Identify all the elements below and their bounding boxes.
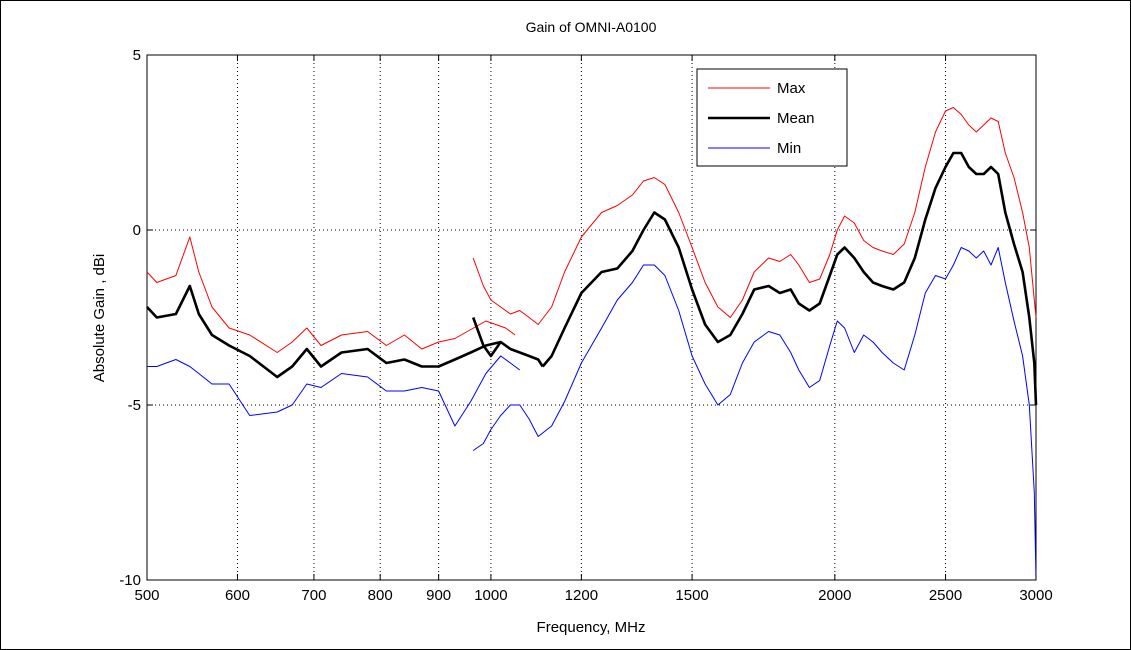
x-tick-label: 1200 [565, 587, 598, 604]
legend-label-mean: Mean [777, 110, 815, 127]
y-tick-label: -10 [119, 572, 141, 589]
x-tick-label: 500 [134, 587, 159, 604]
y-tick-label: 0 [133, 222, 141, 239]
x-tick-label: 3000 [1019, 587, 1052, 604]
x-tick-label: 900 [426, 587, 451, 604]
series-line-max [472, 107, 1037, 325]
series-mean [146, 151, 1038, 406]
x-tick-label: 1500 [675, 587, 708, 604]
series-line-mean [146, 284, 544, 379]
x-tick-label: 800 [368, 587, 393, 604]
series-line-min [147, 355, 521, 427]
x-tick-label: 700 [301, 587, 326, 604]
legend-label-max: Max [777, 80, 806, 97]
x-tick-label: 2000 [818, 587, 851, 604]
chart-title: Gain of OMNI-A0100 [526, 19, 657, 35]
x-axis: 500 600 700 800 900 1000 1200 1500 2000 2500 3000 [134, 55, 1053, 604]
y-axis-label: Absolute Gain , dBi [91, 254, 108, 382]
legend: Max Mean Min [696, 68, 848, 167]
y-axis: -10 -5 0 5 [119, 47, 1036, 589]
x-tick-label: 600 [225, 587, 250, 604]
series-min [147, 247, 1037, 581]
series-layer [146, 107, 1038, 581]
series-line-max [146, 236, 516, 353]
y-tick-label: 5 [133, 47, 141, 64]
x-tick-label: 1000 [474, 587, 507, 604]
grid [147, 55, 1036, 580]
y-tick-label: -5 [128, 397, 141, 414]
legend-label-min: Min [777, 140, 801, 157]
series-line-min [472, 247, 1037, 581]
series-line-mean [471, 317, 502, 358]
x-axis-label: Frequency, MHz [537, 619, 646, 636]
series-line-mean [541, 151, 1038, 406]
plot-area [146, 54, 1037, 581]
series-max [146, 107, 1037, 353]
x-tick-label: 2500 [929, 587, 962, 604]
